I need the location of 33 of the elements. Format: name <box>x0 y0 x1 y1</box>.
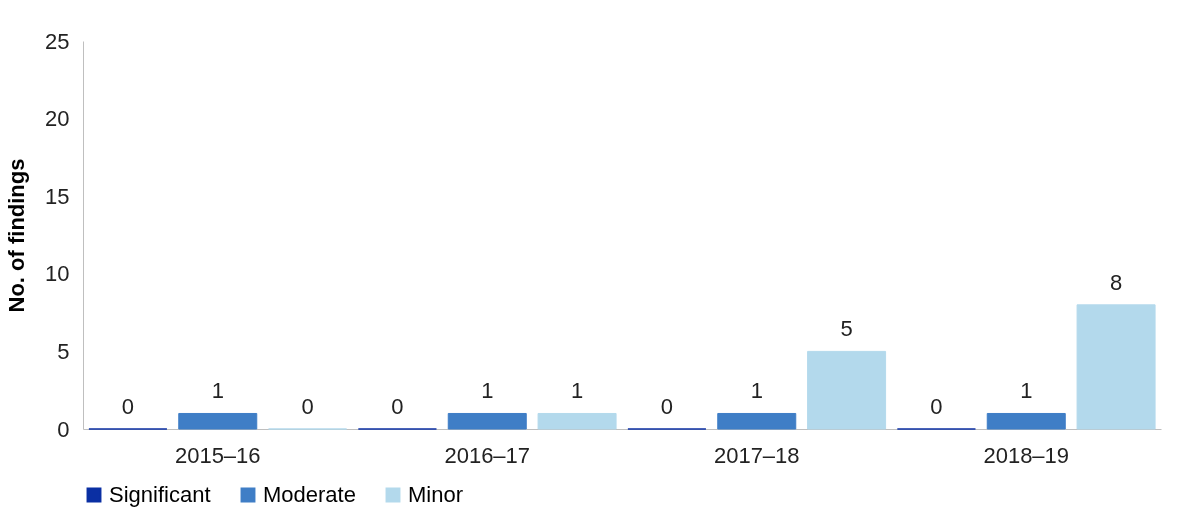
y-tick-label: 0 <box>57 416 70 442</box>
y-tick-label: 5 <box>57 338 70 364</box>
bar <box>537 412 617 430</box>
data-label: 1 <box>1020 378 1033 404</box>
x-tick-label: 2017–18 <box>713 442 800 468</box>
y-tick-label: 25 <box>45 28 70 54</box>
data-label: 0 <box>391 394 404 419</box>
legend-label: Minor <box>408 482 464 507</box>
data-label: 0 <box>930 394 943 419</box>
data-label: 5 <box>840 316 853 342</box>
legend-label: Moderate <box>263 482 356 507</box>
bar <box>1076 304 1156 430</box>
y-axis-title: No. of findings <box>4 158 30 313</box>
data-label: 1 <box>211 378 224 404</box>
data-label: 0 <box>301 394 314 419</box>
bar <box>717 412 797 430</box>
y-tick-label: 15 <box>45 183 70 209</box>
bar <box>986 412 1066 430</box>
y-tick-label: 20 <box>45 106 70 132</box>
data-label: 8 <box>1109 269 1123 295</box>
data-label: 1 <box>750 378 763 404</box>
legend-label: Significant <box>109 482 211 507</box>
data-label: 0 <box>660 394 674 419</box>
bar <box>807 350 887 430</box>
data-label: 1 <box>570 378 584 404</box>
data-label: 0 <box>121 394 135 419</box>
x-tick-label: 2016–17 <box>444 442 531 468</box>
x-tick-label: 2015–16 <box>174 442 261 468</box>
x-tick-label: 2018–19 <box>983 442 1070 468</box>
bar <box>447 412 527 430</box>
bar <box>178 412 258 430</box>
y-tick-label: 10 <box>45 261 70 287</box>
data-label: 1 <box>481 378 494 404</box>
